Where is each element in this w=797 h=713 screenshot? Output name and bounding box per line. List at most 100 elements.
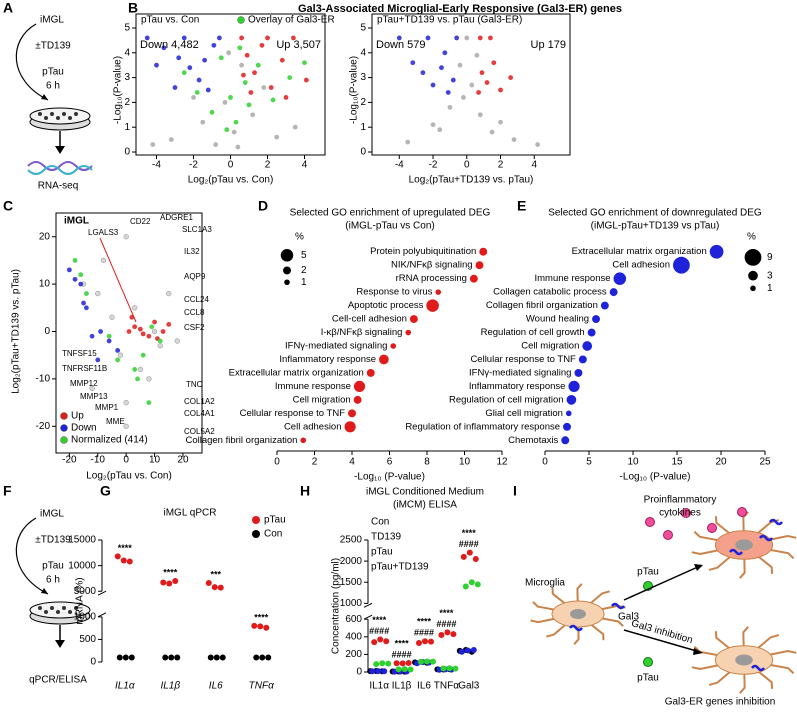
term-label: NIK/NFκβ signaling	[391, 260, 473, 271]
data-point	[385, 660, 392, 667]
arrow	[623, 629, 701, 653]
y-tick-label: 2000	[340, 556, 363, 567]
data-point	[154, 62, 159, 68]
data-point	[162, 654, 169, 661]
size-legend-swatch	[750, 285, 756, 292]
bubble	[348, 409, 356, 418]
y-axis-label: -Log₁₀(P-value)	[349, 56, 360, 124]
data-point	[444, 629, 451, 636]
data-point	[261, 85, 267, 90]
x-tick-label: TNFα	[434, 681, 459, 692]
data-point	[205, 87, 211, 93]
data-point	[66, 267, 72, 273]
data-point	[239, 62, 245, 68]
treatment-label: ±TD139	[35, 535, 71, 546]
data-point	[270, 97, 276, 103]
x-tick-label: IL1β	[392, 681, 412, 692]
data-point	[166, 321, 172, 327]
nucleus	[735, 539, 753, 551]
data-point	[373, 661, 380, 668]
plot-frame	[371, 13, 571, 156]
bubble	[435, 289, 442, 295]
ptau-dot	[643, 657, 653, 667]
y-axis-label: -Log₁₀(P-value)	[113, 56, 124, 124]
data-point	[116, 654, 123, 661]
data-point	[187, 65, 193, 71]
rna-wave	[27, 165, 93, 175]
x-axis-label: -Log₁₀ (P-value)	[354, 472, 425, 483]
significance: ####	[414, 628, 434, 638]
data-point	[498, 87, 503, 93]
data-point	[123, 234, 129, 240]
y-axis-label: mRNA (%)	[75, 577, 86, 624]
bubble	[709, 244, 724, 259]
y-tick-label: -10	[36, 374, 51, 385]
legend-label: pTau	[371, 547, 393, 558]
x-tick-label: 0	[123, 455, 129, 466]
chart-title: (iMGL-pTau+TD139 vs pTau)	[591, 221, 720, 232]
data-point	[140, 352, 146, 358]
data-point	[120, 557, 127, 564]
data-point	[137, 366, 144, 373]
y-tick-label: 0	[124, 147, 130, 158]
y-tick-label: 0	[360, 147, 366, 158]
data-point	[303, 77, 309, 83]
data-point	[428, 638, 434, 645]
data-point	[383, 638, 390, 645]
size-legend-swatch	[283, 266, 291, 275]
x-tick-label: 4	[349, 457, 355, 468]
microglia-label: Microglia	[525, 578, 565, 589]
size-legend-label: 5	[301, 250, 307, 261]
y-axis-label: Concentration (pg/ml)	[331, 558, 342, 654]
data-point	[128, 654, 135, 661]
bubble	[587, 328, 596, 337]
term-label: Extracellular matrix organization	[572, 246, 707, 257]
data-point	[447, 104, 453, 110]
data-point	[196, 77, 202, 83]
data-point	[371, 639, 378, 646]
data-point	[211, 584, 218, 591]
up-count: Up 3,507	[276, 39, 321, 51]
data-point	[135, 376, 140, 382]
x-tick-label: -4	[152, 160, 161, 171]
data-point	[464, 647, 471, 654]
gene-label: COL4A1	[184, 409, 215, 418]
gene-label: CD22	[130, 217, 151, 226]
bubble	[568, 380, 580, 392]
data-point	[508, 75, 514, 80]
panel-letter: H	[300, 483, 310, 499]
gene-label: LGALS3	[88, 228, 119, 237]
data-point	[469, 82, 475, 88]
x-tick-label: IL1α	[115, 681, 135, 692]
x-axis-label: Log₂(pTau+TD139 vs. pTau)	[409, 175, 534, 186]
legend-swatch	[60, 424, 68, 432]
dish-top	[29, 107, 91, 125]
gene-label: TNFRSF11B	[62, 364, 107, 373]
cytokine-label: Proinflammatory	[644, 495, 717, 506]
y-tick-label: 2	[360, 97, 366, 108]
rna-wave	[27, 161, 93, 171]
x-tick-label: 20	[715, 457, 727, 468]
x-tick-label: 0	[274, 457, 280, 468]
cytokine	[707, 523, 717, 533]
figure-subtitle: Gal3-Associated Microglial-Early Respons…	[298, 3, 622, 15]
size-legend-title: %	[747, 232, 756, 243]
legend-swatch	[252, 530, 260, 538]
ptau-label: pTau	[637, 567, 659, 578]
data-point	[279, 57, 285, 63]
term-label: Regulation of cell growth	[481, 327, 585, 338]
term-label: rRNA processing	[396, 273, 467, 284]
data-point	[132, 367, 138, 372]
term-label: Cell migration	[521, 341, 579, 352]
data-point	[287, 75, 293, 80]
data-point	[152, 319, 157, 325]
data-point	[265, 654, 272, 661]
y-tick-label: 3	[360, 72, 366, 83]
data-point	[470, 647, 477, 653]
down-count: Down 579	[376, 39, 426, 51]
cell-icon	[50, 606, 54, 610]
y-tick-label: 5	[124, 23, 130, 34]
x-tick-label: 15	[671, 457, 683, 468]
data-point	[126, 329, 132, 334]
data-point	[191, 95, 196, 100]
